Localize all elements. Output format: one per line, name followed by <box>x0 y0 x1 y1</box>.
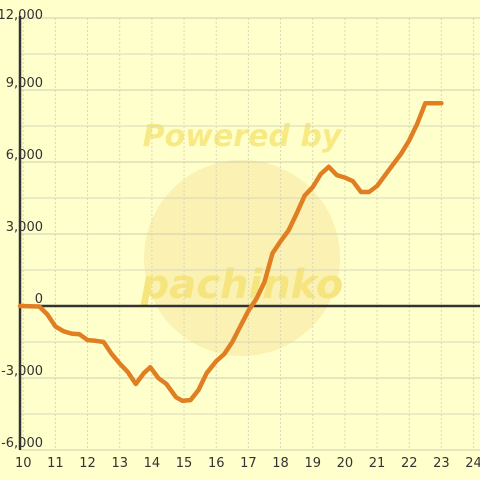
y-axis-tick-labels: -6,000 -3,000 0 3,000 6,000 9,000 12,000 <box>0 8 43 451</box>
x-tick-label: 13 <box>111 456 128 471</box>
major-grid <box>20 17 480 451</box>
series-line <box>17 100 444 404</box>
watermark-line2: pachinko <box>140 262 344 308</box>
y-tick-label: 9,000 <box>6 76 43 91</box>
y-tick-label: -3,000 <box>1 364 43 379</box>
watermark-line1: Powered by <box>143 119 343 154</box>
x-tick-label: 17 <box>240 456 257 471</box>
x-tick-label: 21 <box>369 456 386 471</box>
series-group <box>17 100 444 404</box>
x-tick-label: 11 <box>47 456 64 471</box>
y-tick-label: 12,000 <box>0 8 43 23</box>
x-axis-tick-labels: 10 11 12 13 14 15 16 17 18 19 20 21 22 23 24 <box>15 456 480 471</box>
x-tick-label: 22 <box>401 456 418 471</box>
x-tick-label: 12 <box>79 456 96 471</box>
x-tick-label: 10 <box>15 456 32 471</box>
x-tick-label: 23 <box>433 456 450 471</box>
x-tick-label: 18 <box>272 456 289 471</box>
y-tick-label: 6,000 <box>6 148 43 163</box>
y-tick-label: 0 <box>35 292 43 307</box>
x-tick-label: 24 <box>465 456 480 471</box>
x-tick-label: 14 <box>144 456 161 471</box>
y-tick-label: -6,000 <box>1 436 43 451</box>
x-tick-label: 15 <box>176 456 193 471</box>
x-tick-label: 20 <box>337 456 354 471</box>
x-tick-label: 16 <box>208 456 225 471</box>
y-tick-label: 3,000 <box>6 220 43 235</box>
x-tick-label: 19 <box>304 456 321 471</box>
